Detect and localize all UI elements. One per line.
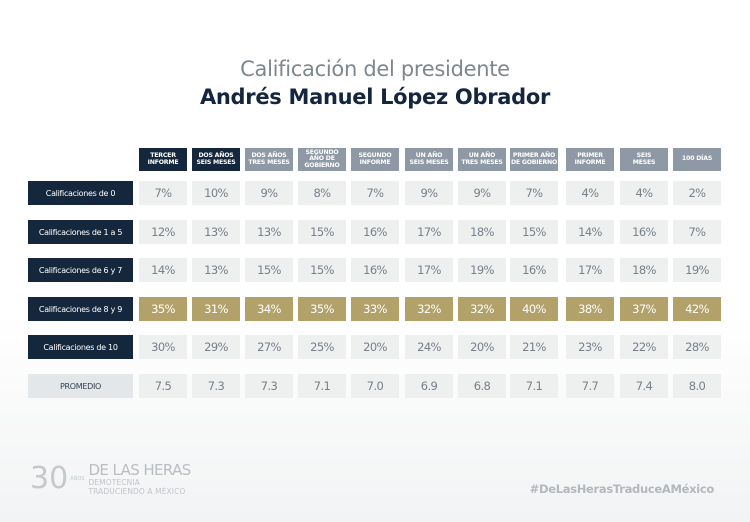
data-cell: 17% <box>566 258 614 282</box>
data-cell: 7% <box>139 181 187 205</box>
column-header: UN AÑO SEIS MESES <box>405 148 453 171</box>
logo-subtitle-tagline: TRADUCIENDO A MÉXICO <box>88 487 186 496</box>
data-cell: 16% <box>351 220 399 244</box>
data-cell: 9% <box>458 181 506 205</box>
column-header: PRIMER AÑO DE GOBIERNO <box>510 148 558 171</box>
data-cell: 38% <box>566 297 614 321</box>
average-cell: 8.0 <box>673 374 721 398</box>
data-cell: 24% <box>405 335 453 359</box>
data-cell: 17% <box>405 220 453 244</box>
logo-anos: AÑOS <box>70 476 85 482</box>
average-cell: 7.3 <box>245 374 293 398</box>
logo-30-years: 30 <box>30 461 69 496</box>
average-cell: 6.9 <box>405 374 453 398</box>
data-cell: 32% <box>405 297 453 321</box>
data-cell: 23% <box>566 335 614 359</box>
data-cell: 30% <box>139 335 187 359</box>
data-cell: 20% <box>351 335 399 359</box>
data-cell: 20% <box>458 335 506 359</box>
average-cell: 7.1 <box>510 374 558 398</box>
column-header: UN AÑO TRES MESES <box>458 148 506 171</box>
data-cell: 32% <box>458 297 506 321</box>
average-cell: 7.0 <box>351 374 399 398</box>
data-cell: 33% <box>351 297 399 321</box>
data-cell: 31% <box>192 297 240 321</box>
data-cell: 35% <box>298 297 346 321</box>
average-cell: 7.4 <box>620 374 668 398</box>
data-cell: 19% <box>458 258 506 282</box>
logo-text-block: DE LAS HERAS DEMOTECNIA TRADUCIENDO A MÉ… <box>88 461 191 496</box>
data-cell: 15% <box>510 220 558 244</box>
average-cell: 7.7 <box>566 374 614 398</box>
average-row-label: PROMEDIO <box>28 374 133 398</box>
data-cell: 21% <box>510 335 558 359</box>
data-cell: 7% <box>673 220 721 244</box>
column-header: DOS AÑOS SEIS MESES <box>192 148 240 171</box>
average-cell: 7.5 <box>139 374 187 398</box>
data-cell: 7% <box>510 181 558 205</box>
column-header: SEGUNDO AÑO DE GOBIERNO <box>298 148 346 171</box>
data-cell: 9% <box>245 181 293 205</box>
data-cell: 2% <box>673 181 721 205</box>
data-cell: 28% <box>673 335 721 359</box>
data-cell: 29% <box>192 335 240 359</box>
data-cell: 18% <box>458 220 506 244</box>
data-cell: 35% <box>139 297 187 321</box>
de-las-heras-logo: 30 AÑOS DE LAS HERAS DEMOTECNIA TRADUCIE… <box>30 459 191 499</box>
data-cell: 22% <box>620 335 668 359</box>
row-label: Calificaciones de 8 y 9 <box>28 297 133 321</box>
data-cell: 40% <box>510 297 558 321</box>
data-cell: 13% <box>192 220 240 244</box>
row-label: Calificaciones de 0 <box>28 181 133 205</box>
row-label: Calificaciones de 6 y 7 <box>28 258 133 282</box>
data-cell: 7% <box>351 181 399 205</box>
average-cell: 7.1 <box>298 374 346 398</box>
row-label: Calificaciones de 1 a 5 <box>28 220 133 244</box>
data-cell: 12% <box>139 220 187 244</box>
column-header: PRIMER INFORME <box>566 148 614 171</box>
logo-subtitle-demotecnia: DEMOTECNIA <box>88 478 140 487</box>
logo-name: DE LAS HERAS <box>88 461 191 479</box>
data-cell: 9% <box>405 181 453 205</box>
data-cell: 19% <box>673 258 721 282</box>
data-cell: 16% <box>510 258 558 282</box>
data-cell: 4% <box>566 181 614 205</box>
row-label: Calificaciones de 10 <box>28 335 133 359</box>
data-cell: 16% <box>351 258 399 282</box>
average-cell: 7.3 <box>192 374 240 398</box>
data-cell: 8% <box>298 181 346 205</box>
data-cell: 14% <box>566 220 614 244</box>
data-cell: 15% <box>245 258 293 282</box>
data-cell: 34% <box>245 297 293 321</box>
column-header: DOS AÑOS TRES MESES <box>245 148 293 171</box>
data-cell: 4% <box>620 181 668 205</box>
data-cell: 15% <box>298 258 346 282</box>
column-header: TERCER INFORME <box>139 148 187 171</box>
logo-mark: 30 AÑOS <box>30 462 84 496</box>
data-cell: 10% <box>192 181 240 205</box>
data-cell: 18% <box>620 258 668 282</box>
column-header: SEGUNDO INFORME <box>351 148 399 171</box>
data-cell: 37% <box>620 297 668 321</box>
data-cell: 13% <box>245 220 293 244</box>
data-cell: 14% <box>139 258 187 282</box>
hashtag: #DeLasHerasTraduceAMéxico <box>529 482 715 496</box>
chart-title-line2: Andrés Manuel López Obrador <box>199 85 551 109</box>
data-cell: 16% <box>620 220 668 244</box>
data-cell: 42% <box>673 297 721 321</box>
data-cell: 25% <box>298 335 346 359</box>
data-cell: 17% <box>405 258 453 282</box>
chart-title-line1: Calificación del presidente <box>240 57 510 81</box>
data-cell: 15% <box>298 220 346 244</box>
column-header: SEIS MESES <box>620 148 668 171</box>
column-header: 100 DÍAS <box>673 148 721 171</box>
average-cell: 6.8 <box>458 374 506 398</box>
data-cell: 27% <box>245 335 293 359</box>
data-cell: 13% <box>192 258 240 282</box>
